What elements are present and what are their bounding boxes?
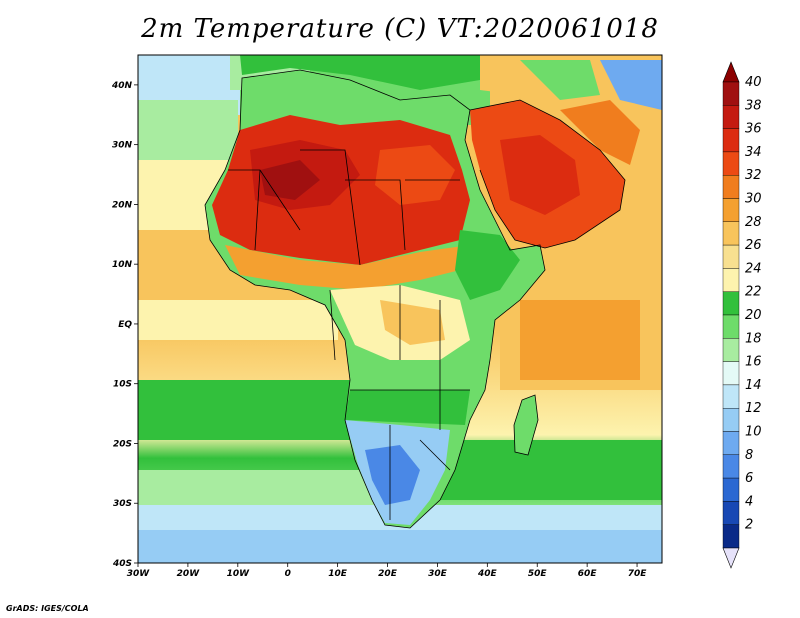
- colorbar-swatch: [722, 151, 740, 176]
- colorbar-swatch: [722, 105, 740, 129]
- x-tick-label: 10E: [328, 569, 348, 579]
- y-tick-label: 40N: [111, 81, 133, 91]
- colorbar-swatch: [722, 221, 740, 246]
- coastlines: [204, 69, 626, 529]
- y-tick-label: 30N: [112, 141, 133, 151]
- colorbar-swatch: [722, 314, 740, 339]
- colorbar-label: 18: [745, 331, 762, 346]
- colorbar-swatch: [722, 128, 740, 153]
- colorbar-min-triangle: [722, 547, 740, 569]
- colorbar-swatch: [722, 174, 740, 199]
- colorbar-swatch: [722, 198, 740, 222]
- colorbar-label: 4: [745, 494, 753, 509]
- colorbar-swatch: [722, 291, 740, 316]
- colorbar-label: 38: [745, 98, 762, 113]
- map-title: 2m Temperature (C) VT:2020061018: [141, 14, 659, 44]
- plot-frame: [137, 54, 663, 564]
- colorbar-label: 2: [745, 518, 753, 533]
- colorbar-label: 12: [745, 401, 762, 416]
- y-tick-label: 10N: [112, 260, 133, 270]
- colorbar-label: 24: [745, 261, 762, 276]
- credit-text: GrADS: IGES/COLA: [6, 604, 89, 613]
- colorbar-label: 30: [745, 192, 762, 207]
- x-tick-label: 10W: [227, 569, 251, 579]
- y-axis-ticks: 40N 30N 20N 10N EQ 10S 20S 30S 40S: [111, 81, 138, 569]
- x-tick-label: 20W: [177, 569, 201, 579]
- x-tick-label: 40E: [477, 569, 498, 579]
- x-tick-label: 30E: [428, 569, 448, 579]
- colorbar: 40 38 36 34 32 30 28 26 24 22 20 18 16 14 12 10 8 6 4 2: [722, 61, 762, 569]
- x-tick-label: 0: [285, 569, 291, 579]
- colorbar-max-triangle: [722, 61, 740, 83]
- colorbar-label: 32: [745, 168, 762, 183]
- colorbar-swatch: [722, 338, 740, 362]
- y-tick-label: 30S: [113, 499, 132, 509]
- colorbar-swatch: [722, 384, 740, 409]
- y-tick-label: 10S: [113, 380, 132, 390]
- colorbar-swatch: [722, 524, 740, 549]
- colorbar-swatch: [722, 244, 740, 269]
- colorbar-swatch: [722, 477, 740, 502]
- y-tick-label: 40S: [112, 559, 132, 569]
- colorbar-swatch: [722, 268, 740, 292]
- colorbar-label: 16: [745, 355, 762, 370]
- colorbar-label: 20: [745, 308, 762, 323]
- colorbar-label: 36: [745, 122, 762, 137]
- colorbar-swatch: [722, 454, 740, 479]
- x-tick-label: 30W: [127, 569, 151, 579]
- colorbar-label: 10: [745, 425, 762, 440]
- x-tick-label: 70E: [628, 569, 648, 579]
- colorbar-swatch: [722, 408, 740, 432]
- colorbar-label: 8: [745, 448, 753, 463]
- x-axis-ticks: 30W 20W 10W 0 10E 20E 30E 40E 50E 60E 70E: [127, 563, 647, 579]
- x-tick-label: 20E: [378, 569, 398, 579]
- y-tick-label: 20N: [112, 200, 133, 210]
- y-tick-label: 20S: [113, 439, 132, 449]
- colorbar-label: 26: [745, 238, 762, 253]
- colorbar-swatch: [722, 361, 740, 386]
- y-tick-label: EQ: [118, 320, 132, 330]
- colorbar-swatch: [722, 501, 740, 525]
- colorbar-label: 6: [745, 471, 753, 486]
- colorbar-swatch: [722, 431, 740, 455]
- colorbar-label: 22: [745, 285, 762, 300]
- colorbar-label: 34: [745, 145, 762, 160]
- x-tick-label: 60E: [578, 569, 598, 579]
- colorbar-label: 40: [745, 75, 762, 90]
- colorbar-label: 28: [745, 215, 762, 230]
- colorbar-label: 14: [745, 378, 762, 393]
- colorbar-swatch: [722, 81, 740, 106]
- x-tick-label: 50E: [528, 569, 548, 579]
